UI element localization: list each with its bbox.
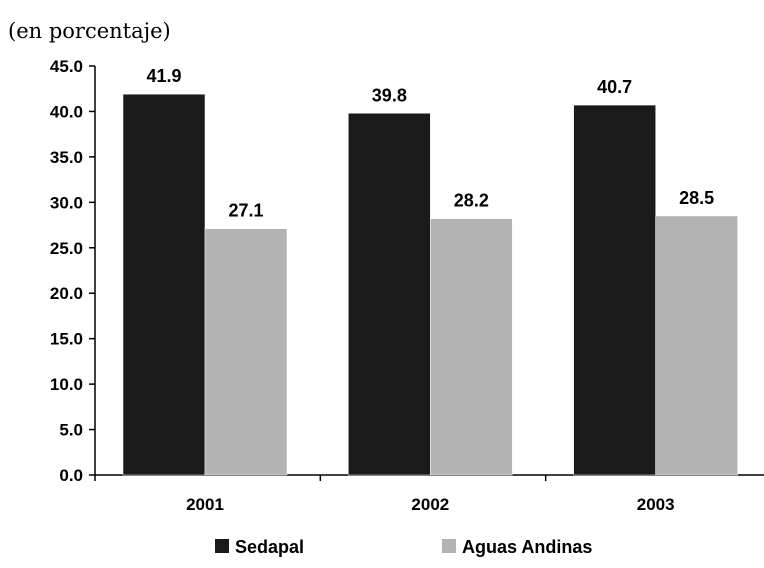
- data-label: 28.2: [454, 191, 489, 211]
- y-tick-label: 15.0: [50, 330, 83, 349]
- legend-label-sedapal: Sedapal: [235, 537, 304, 557]
- legend-swatch-sedapal: [215, 539, 229, 553]
- y-tick-label: 0.0: [59, 466, 83, 485]
- data-label: 28.5: [679, 188, 714, 208]
- legend-label-aguas-andinas: Aguas Andinas: [462, 537, 592, 557]
- chart-subtitle: (en porcentaje): [8, 19, 171, 43]
- x-tick-label: 2002: [411, 495, 449, 514]
- x-tick-label: 2001: [186, 495, 224, 514]
- y-tick-label: 35.0: [50, 148, 83, 167]
- x-axis: 2001 2002 2003: [94, 474, 764, 514]
- data-label: 41.9: [146, 66, 181, 86]
- y-tick-label: 25.0: [50, 239, 83, 258]
- y-tick-label: 20.0: [50, 284, 83, 303]
- bar-aguas-andinas-2001: [204, 228, 288, 476]
- y-tick-label: 40.0: [50, 102, 83, 121]
- data-label: 40.7: [597, 77, 632, 97]
- data-labels: 41.9 27.1 39.8 28.2 40.7 28.5: [146, 66, 714, 221]
- data-label: 39.8: [372, 85, 407, 105]
- y-tick-label: 5.0: [59, 421, 83, 440]
- y-tick-label: 30.0: [50, 193, 83, 212]
- y-tick-label: 45.0: [50, 57, 83, 76]
- x-tick-label: 2003: [637, 495, 675, 514]
- bars: [122, 93, 738, 476]
- data-label: 27.1: [228, 201, 263, 221]
- y-tick-label: 10.0: [50, 375, 83, 394]
- y-axis: 0.0 5.0 10.0 15.0 20.0 25.0 30.0 35.0 40.0 45.0: [50, 57, 96, 485]
- bar-aguas-andinas-2002: [430, 218, 513, 476]
- legend: Sedapal Aguas Andinas: [215, 537, 592, 557]
- legend-swatch-aguas-andinas: [442, 539, 456, 553]
- bar-sedapal-2003: [573, 104, 656, 476]
- bar-sedapal-2002: [348, 113, 431, 476]
- bar-aguas-andinas-2003: [655, 215, 738, 476]
- bar-sedapal-2001: [122, 93, 206, 476]
